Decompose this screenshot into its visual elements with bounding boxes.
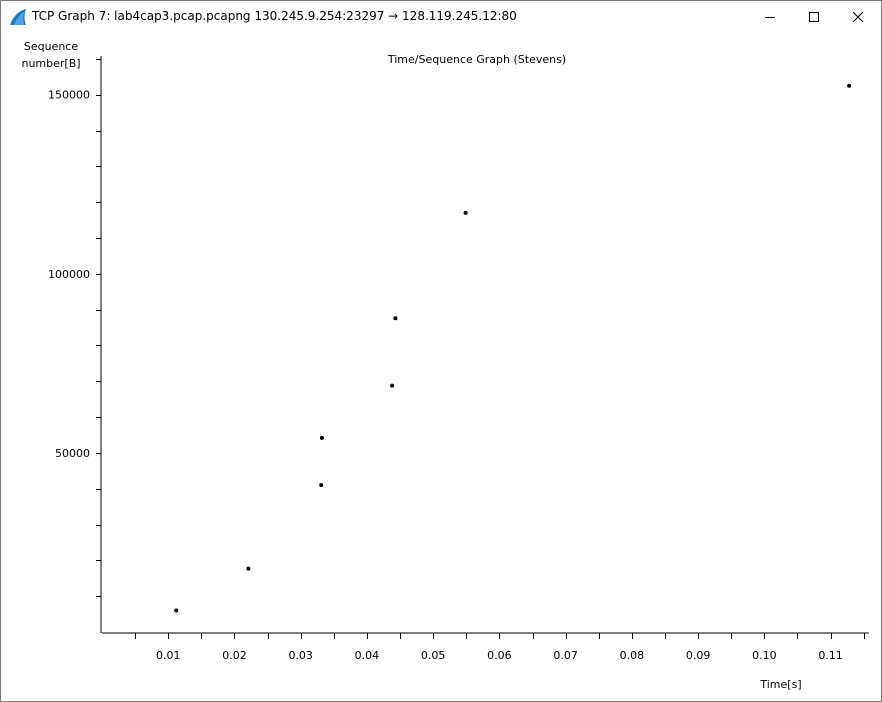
y-tick-label: 50000	[55, 447, 90, 460]
x-tick-label: 0.06	[487, 649, 512, 662]
data-point	[246, 566, 251, 571]
y-tick-label: 150000	[48, 89, 90, 102]
x-tick-label: 0.07	[553, 649, 578, 662]
close-button[interactable]	[835, 1, 881, 32]
x-tick-label: 0.03	[288, 649, 313, 662]
wireshark-fin-icon	[10, 9, 26, 25]
x-tick-label: 0.08	[620, 649, 645, 662]
close-icon	[852, 11, 864, 22]
x-tick-label: 0.02	[222, 649, 247, 662]
time-sequence-chart[interactable]: Sequence number[B] Time/Sequence Graph (…	[1, 32, 881, 701]
x-tick-label: 0.09	[686, 649, 711, 662]
title-bar[interactable]: TCP Graph 7: lab4cap3.pcap.pcapng 130.24…	[1, 1, 881, 32]
data-point	[319, 483, 324, 488]
data-point	[390, 383, 395, 388]
maximize-icon	[809, 11, 819, 22]
x-tick-label: 0.05	[421, 649, 446, 662]
data-point	[319, 435, 324, 440]
data-point	[174, 608, 179, 613]
x-tick-label: 0.11	[818, 649, 843, 662]
x-axis-label: Time[s]	[759, 678, 801, 691]
minimize-icon	[765, 16, 775, 18]
x-tick-label: 0.04	[355, 649, 380, 662]
data-point	[393, 316, 398, 321]
y-axis-label-line1: Sequence	[24, 40, 78, 53]
x-tick-label: 0.01	[156, 649, 181, 662]
axes-group: 0.01 0.02 0.03 0.04 0.05 0.06 0.07 0.08 0.09 0.10…	[48, 56, 869, 662]
window-title: TCP Graph 7: lab4cap3.pcap.pcapng 130.24…	[32, 9, 517, 23]
x-tick-label: 0.10	[752, 649, 777, 662]
minimize-button[interactable]	[747, 1, 793, 32]
graph-plot-area[interactable]: Sequence number[B] Time/Sequence Graph (…	[1, 32, 881, 701]
chart-title: Time/Sequence Graph (Stevens)	[387, 53, 566, 66]
data-point	[463, 210, 468, 215]
data-point	[847, 83, 852, 88]
data-points-group	[174, 83, 852, 613]
maximize-button[interactable]	[791, 1, 837, 32]
y-tick-label: 100000	[48, 268, 90, 281]
y-axis-label-line2: number[B]	[21, 57, 80, 70]
